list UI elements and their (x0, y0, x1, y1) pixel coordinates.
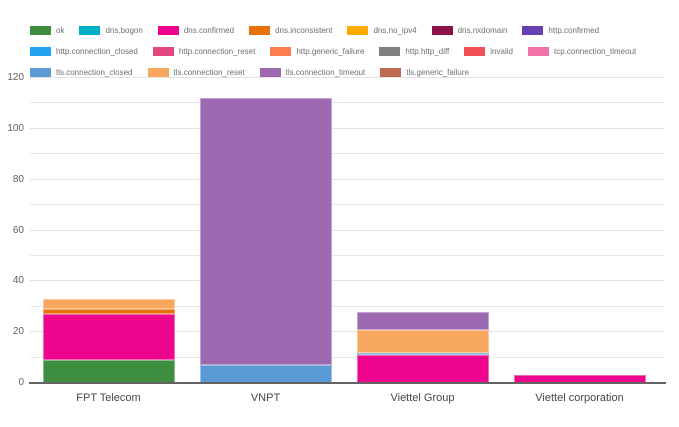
bar-vnpt (199, 98, 332, 383)
legend-label: tls.connection_timeout (285, 68, 366, 77)
bar-viettel-group (356, 311, 489, 383)
plot-area: 0 20 40 60 80 100 120 FPT Telecom VNPT Viettel Gr… (7, 72, 666, 404)
legend-swatch-tls-connection-reset (147, 68, 169, 77)
legend-swatch-dns-nxdomain (431, 26, 453, 35)
chart-legend: ok dns.bogon dns.confirmed dns.inconsistent… (30, 26, 665, 77)
x-axis-label-viettel-group: Viettel Group (390, 392, 455, 404)
y-axis-tick-label-120: 120 (7, 72, 24, 83)
legend-swatch-dns-confirmed (157, 26, 179, 35)
y-axis-tick-label-100: 100 (7, 122, 24, 134)
legend-label: http.connection_closed (56, 47, 138, 56)
gridline-100 (30, 127, 664, 129)
legend-label: ok (56, 26, 65, 35)
legend-label: tls.connection_reset (173, 68, 245, 77)
gridline-110 (30, 102, 664, 104)
gridline-70 (30, 204, 664, 206)
legend-label: tls.connection_closed (56, 68, 133, 77)
y-axis-tick-label-40: 40 (12, 275, 24, 287)
gridline-120 (30, 77, 664, 78)
gridline-50 (30, 254, 664, 256)
bar-segment-fpt-telecom-tls-connection-reset[interactable] (42, 299, 175, 310)
bar-viettel-corporation (513, 375, 646, 383)
legend-item-invalid: invalid (464, 47, 513, 56)
legend-label: tls.generic_failure (406, 68, 469, 77)
legend-label: dns.confirmed (183, 26, 235, 35)
legend-label: dns.bogon (105, 26, 143, 35)
gridline-10 (30, 356, 664, 358)
x-axis-label-fpt-telecom: FPT Telecom (76, 392, 141, 404)
legend-swatch-http-generic-failure (270, 47, 292, 56)
y-axis-tick-label-60: 60 (12, 224, 24, 236)
legend-swatch-tcp-connection-timeout (527, 47, 549, 56)
legend-item-tcp-connection-timeout: tcp.connection_timeout (527, 47, 637, 56)
legend-swatch-dns-bogon (79, 26, 101, 35)
bar-segment-vnpt-tls-connection-closed[interactable] (199, 365, 332, 383)
legend-item-dns-bogon: dns.bogon (79, 26, 143, 35)
legend-swatch-ok (30, 26, 51, 35)
legend-swatch-tls-connection-timeout (259, 68, 281, 77)
bar-segment-viettel-group-dns-confirmed[interactable] (356, 355, 489, 383)
legend-label: http.connection_reset (178, 47, 256, 56)
legend-item-http-http-diff: http.http_diff (379, 47, 449, 56)
legend-item-tls-connection-reset: tls.connection_reset (147, 68, 245, 77)
legend-label: dns.inconsistent (275, 26, 333, 35)
bar-fpt-telecom (42, 299, 175, 383)
legend-item-tls-connection-closed: tls.connection_closed (30, 68, 133, 77)
legend-label: http.generic_failure (296, 47, 365, 56)
legend-swatch-http-confirmed (522, 26, 544, 35)
legend-item-http-connection-reset: http.connection_reset (152, 47, 256, 56)
legend-swatch-invalid (464, 47, 486, 56)
legend-swatch-dns-inconsistent (249, 26, 271, 35)
gridline-40 (30, 280, 664, 282)
bar-segment-fpt-telecom-dns-inconsistent[interactable] (42, 309, 175, 315)
bar-segment-fpt-telecom-ok[interactable] (42, 360, 175, 383)
legend-label: invalid (490, 47, 513, 56)
legend-swatch-http-http-diff (379, 47, 401, 56)
legend-label: http.http_diff (405, 47, 450, 56)
gridline-90 (30, 153, 664, 155)
legend-item-dns-nxdomain: dns.nxdomain (431, 26, 508, 35)
legend-item-tls-generic-failure: tls.generic_failure (380, 68, 469, 77)
legend-swatch-http-connection-reset (152, 47, 174, 56)
x-axis-label-vnpt: VNPT (250, 392, 281, 404)
legend-swatch-tls-connection-closed (30, 68, 51, 77)
legend-item-dns-no-ipv4: dns.no_ipv4 (347, 26, 417, 35)
x-axis-line (29, 382, 666, 384)
bar-segment-vnpt-tls-connection-timeout[interactable] (199, 98, 332, 366)
bar-segment-viettel-group-tls-connection-reset[interactable] (356, 329, 489, 353)
legend-item-http-confirmed: http.confirmed (522, 26, 599, 35)
legend-label: dns.nxdomain (457, 26, 508, 35)
legend-item-ok: ok (30, 26, 64, 35)
gridline-60 (30, 229, 664, 231)
legend-item-tls-connection-timeout: tls.connection_timeout (259, 68, 366, 77)
gridline-30 (30, 305, 664, 307)
legend-item-dns-confirmed: dns.confirmed (157, 26, 235, 35)
legend-label: dns.no_ipv4 (373, 26, 417, 35)
bar-segment-viettel-corporation-dns-confirmed[interactable] (513, 375, 646, 383)
gridline-20 (30, 331, 664, 333)
legend-item-http-connection-closed: http.connection_closed (30, 47, 138, 56)
legend-item-http-generic-failure: http.generic_failure (270, 47, 364, 56)
legend-item-dns-inconsistent: dns.inconsistent (249, 26, 332, 35)
legend-swatch-http-connection-closed (30, 47, 51, 56)
legend-swatch-tls-generic-failure (380, 68, 402, 77)
bar-segment-viettel-group-tls-connection-closed[interactable] (356, 352, 489, 356)
y-axis-tick-label-80: 80 (12, 173, 24, 185)
legend-label: http.confirmed (548, 26, 600, 35)
x-axis-label-viettel-corporation: Viettel corporation (535, 392, 624, 404)
bar-segment-fpt-telecom-dns-confirmed[interactable] (42, 314, 175, 361)
legend-swatch-dns-no-ipv4 (347, 26, 369, 35)
gridline-80 (30, 178, 664, 180)
legend-label: tcp.connection_timeout (553, 47, 637, 56)
bar-segment-viettel-group-tls-connection-timeout[interactable] (356, 311, 489, 330)
y-axis-tick-label-0: 0 (18, 377, 24, 388)
y-axis-tick-label-20: 20 (12, 326, 24, 338)
